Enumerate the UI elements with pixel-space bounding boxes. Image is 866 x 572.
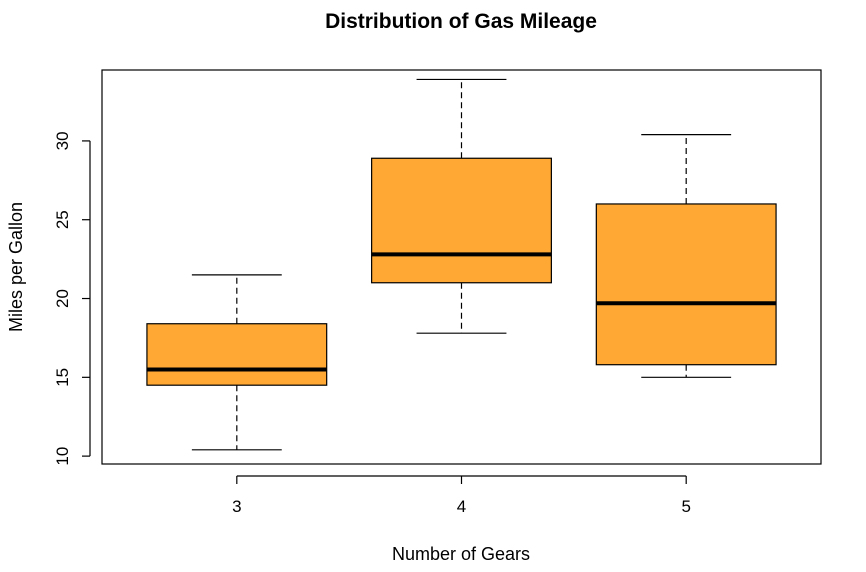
- y-tick-label: 10: [53, 447, 72, 466]
- iqr-box: [371, 157, 552, 284]
- box-group-3: [146, 274, 328, 451]
- box-group-4: [371, 78, 552, 334]
- y-tick-label: 30: [53, 131, 72, 150]
- plot-frame: [101, 69, 822, 465]
- plot-marks: [146, 78, 777, 451]
- y-tick-label: 20: [53, 289, 72, 308]
- iqr-box: [146, 323, 328, 386]
- y-tick-label: 25: [53, 210, 72, 229]
- x-axis-label: Number of Gears: [392, 544, 530, 564]
- y-axis-label: Miles per Gallon: [6, 202, 26, 332]
- x-tick-label: 3: [232, 497, 241, 516]
- x-axis: 3 4 5: [232, 475, 691, 516]
- x-tick-label: 4: [457, 497, 466, 516]
- chart-title: Distribution of Gas Mileage: [325, 10, 597, 33]
- y-axis: 10 15 20 25 30: [53, 131, 91, 466]
- x-tick-label: 5: [681, 497, 690, 516]
- y-tick-label: 15: [53, 368, 72, 387]
- iqr-box: [595, 203, 777, 366]
- box-group-5: [595, 134, 777, 378]
